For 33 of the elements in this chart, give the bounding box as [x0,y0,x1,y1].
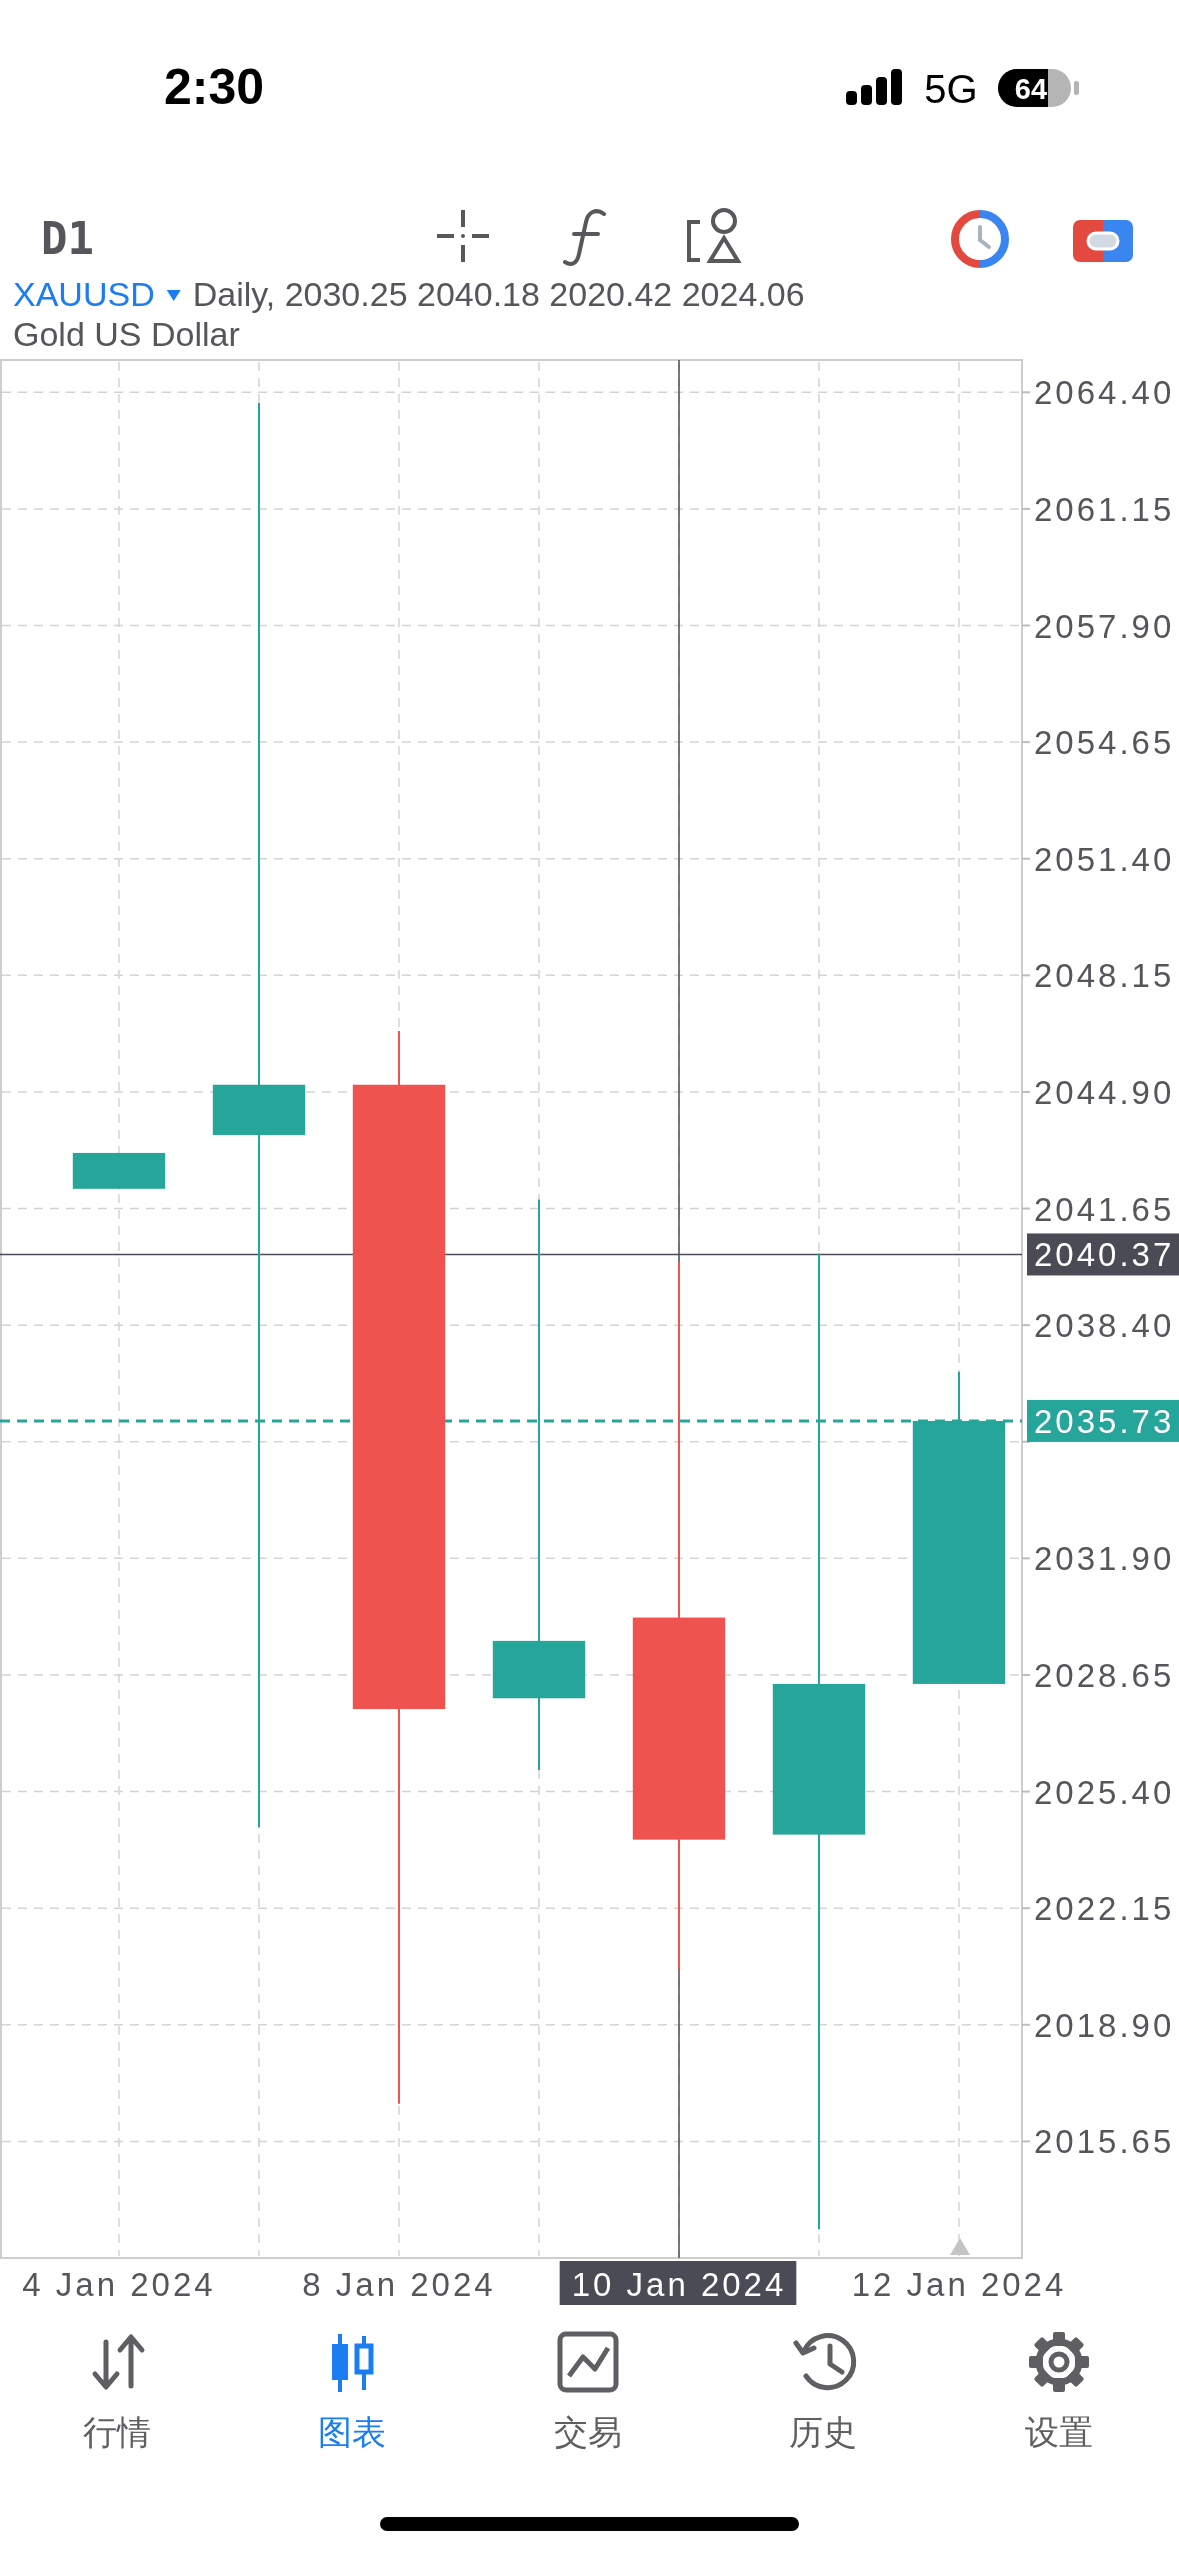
y-tick-label: 2051.40 [1034,840,1175,878]
chart-title: XAUUSD [13,275,155,313]
y-tick-label: 2038.40 [1034,1307,1175,1345]
y-tick-label: 2064.40 [1034,374,1175,412]
y-tick-label: 2048.15 [1034,957,1175,995]
ref-line-label: 2040.37 [1034,1236,1175,1274]
y-tick-label: 2057.90 [1034,607,1175,645]
ref-line-label: 2035.73 [1034,1402,1175,1440]
text: 64 [1014,73,1048,105]
y-tick-label: 2041.65 [1034,1190,1175,1228]
y-tick-label: 2022.15 [1034,1890,1175,1928]
text: 交易 [554,2412,622,2452]
y-tick-label: 2054.65 [1034,724,1175,762]
text: 行情 [83,2412,151,2452]
y-tick-label: 2018.90 [1034,2006,1175,2044]
text: 5G [924,67,978,111]
y-tick-label: 2044.90 [1034,1073,1175,1111]
y-tick-label: 2061.15 [1034,490,1175,528]
x-tick-label: 12 Jan 2024 [851,2266,1067,2303]
x-tick-label: 8 Jan 2024 [302,2266,496,2303]
x-tick-label: 4 Jan 2024 [22,2266,216,2303]
chart-subtitle: Gold US Dollar [13,315,240,353]
text: 图表 [318,2412,386,2452]
text: Daily, 2030.25 2040.18 2020.42 2024.06 [192,275,805,313]
x-tick-label: 10 Jan 2024 [571,2266,787,2303]
text: 历史 [789,2412,857,2452]
y-tick-label: 2015.65 [1034,2123,1175,2161]
y-tick-label: 2025.40 [1034,1773,1175,1811]
y-tick-label: 2028.65 [1034,1656,1175,1694]
y-tick-label: 2031.90 [1034,1540,1175,1578]
text: 2:30 [163,59,265,115]
text: 设置 [1025,2412,1093,2452]
text: D1 [41,213,94,264]
